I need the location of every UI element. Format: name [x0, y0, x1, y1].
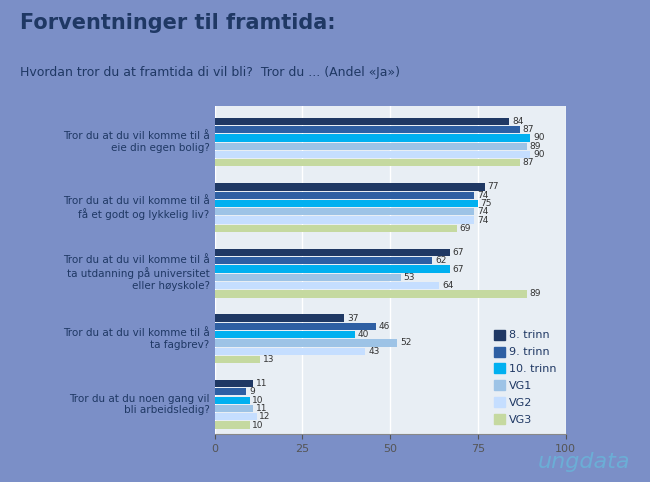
Bar: [214, 413, 257, 420]
Text: 43: 43: [369, 347, 380, 356]
Text: 67: 67: [452, 248, 464, 257]
Bar: [214, 159, 520, 166]
Text: 9: 9: [249, 388, 255, 396]
Text: Hvordan tror du at framtida di vil bli?  Tror du ... (Andel «Ja»): Hvordan tror du at framtida di vil bli? …: [20, 66, 400, 79]
Bar: [214, 348, 365, 355]
Text: 10: 10: [252, 420, 264, 429]
Text: 52: 52: [400, 338, 411, 348]
Text: 40: 40: [358, 330, 369, 339]
Bar: [214, 134, 530, 142]
Text: 12: 12: [259, 412, 271, 421]
Text: 87: 87: [523, 125, 534, 134]
Bar: [214, 126, 520, 133]
Text: 37: 37: [347, 313, 359, 322]
Bar: [214, 143, 527, 150]
Bar: [214, 323, 376, 330]
Bar: [214, 151, 530, 158]
Text: 84: 84: [512, 117, 523, 126]
Text: 75: 75: [480, 199, 492, 208]
Bar: [214, 405, 253, 412]
Text: Forventninger til framtida:: Forventninger til framtida:: [20, 13, 335, 33]
Text: 87: 87: [523, 158, 534, 167]
Text: 10: 10: [252, 396, 264, 405]
Text: 11: 11: [256, 379, 267, 388]
Bar: [214, 388, 246, 395]
Bar: [214, 274, 400, 281]
Text: 90: 90: [533, 150, 545, 159]
Bar: [214, 266, 450, 273]
Bar: [214, 380, 253, 387]
Bar: [214, 118, 510, 125]
Bar: [214, 257, 432, 264]
Bar: [214, 331, 355, 338]
Text: 46: 46: [379, 322, 390, 331]
Text: 89: 89: [530, 142, 541, 151]
Text: 74: 74: [477, 207, 488, 216]
Bar: [214, 339, 397, 347]
Text: 53: 53: [404, 273, 415, 282]
Text: 11: 11: [256, 404, 267, 413]
Text: 62: 62: [435, 256, 447, 265]
Bar: [214, 397, 250, 404]
Bar: [214, 282, 439, 289]
Bar: [214, 200, 478, 207]
Text: 64: 64: [442, 281, 453, 290]
Bar: [214, 356, 260, 363]
Legend: 8. trinn, 9. trinn, 10. trinn, VG1, VG2, VG3: 8. trinn, 9. trinn, 10. trinn, VG1, VG2,…: [490, 326, 560, 428]
Text: 67: 67: [452, 265, 464, 274]
Text: 90: 90: [533, 134, 545, 143]
Text: 69: 69: [460, 224, 471, 233]
Bar: [214, 183, 485, 190]
Bar: [214, 314, 344, 321]
Text: 77: 77: [488, 182, 499, 191]
Text: ungdata: ungdata: [538, 453, 630, 472]
Bar: [214, 208, 474, 215]
Text: 89: 89: [530, 289, 541, 298]
Bar: [214, 290, 527, 297]
Bar: [214, 421, 250, 428]
Bar: [214, 216, 474, 224]
Bar: [214, 225, 457, 232]
Text: 13: 13: [263, 355, 274, 364]
Text: 74: 74: [477, 215, 488, 225]
Bar: [214, 192, 474, 199]
Text: 74: 74: [477, 191, 488, 200]
Bar: [214, 249, 450, 256]
